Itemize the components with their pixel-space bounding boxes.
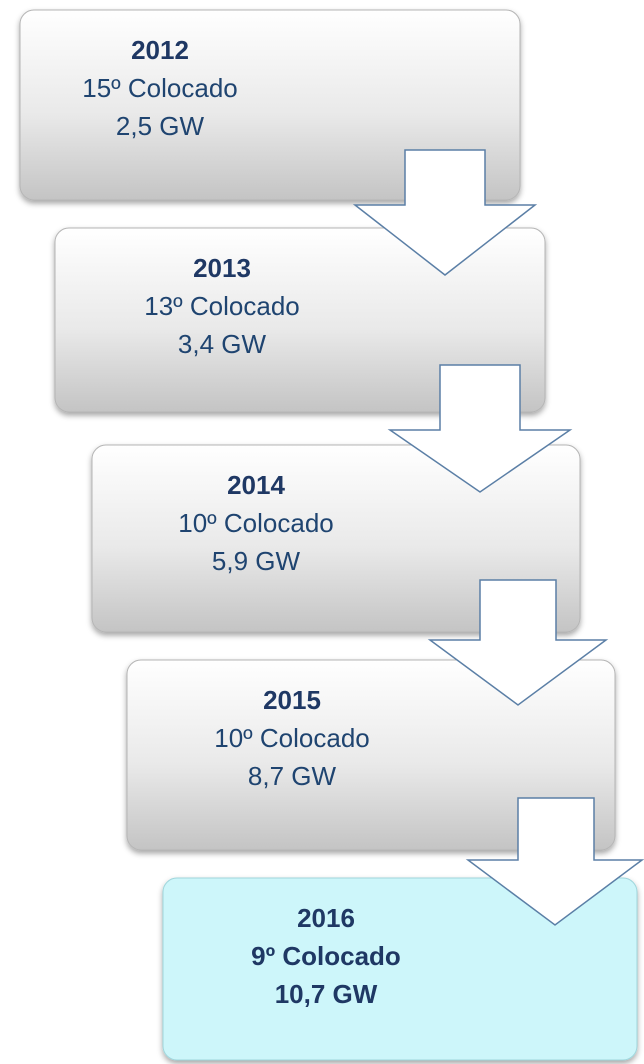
step-year: 2014: [227, 470, 285, 500]
step-box: [126, 659, 616, 851]
step-box: [19, 9, 521, 201]
step-year: 2015: [263, 685, 321, 715]
step-capacity: 3,4 GW: [178, 329, 267, 359]
step-rank: 9º Colocado: [251, 941, 401, 971]
step-box: [91, 444, 581, 633]
step-year: 2013: [193, 253, 251, 283]
arrow: [352, 149, 538, 276]
step: 2014 10º Colocado 5,9 GW: [91, 444, 581, 633]
boxes: 2012 15º Colocado 2,5 GW 2013 13º Colocado 3,…: [19, 9, 638, 1061]
step-rank: 10º Colocado: [178, 508, 334, 538]
step-year: 2012: [131, 35, 189, 65]
step-capacity: 2,5 GW: [116, 111, 205, 141]
arrows: [352, 149, 644, 926]
step-capacity: 8,7 GW: [248, 761, 337, 791]
step-rank: 15º Colocado: [82, 73, 238, 103]
step-year: 2016: [297, 903, 355, 933]
step: 2016 9º Colocado 10,7 GW: [162, 877, 638, 1061]
step-capacity: 5,9 GW: [212, 546, 301, 576]
step-rank: 10º Colocado: [214, 723, 370, 753]
step: 2012 15º Colocado 2,5 GW: [19, 9, 521, 201]
step-box: [162, 877, 638, 1061]
arrow: [387, 364, 573, 493]
step-capacity: 10,7 GW: [275, 979, 378, 1009]
step-rank: 13º Colocado: [144, 291, 300, 321]
step-box: [54, 227, 546, 413]
step: 2015 10º Colocado 8,7 GW: [126, 659, 616, 851]
step: 2013 13º Colocado 3,4 GW: [54, 227, 546, 413]
arrow: [465, 797, 644, 926]
arrow: [427, 579, 609, 706]
